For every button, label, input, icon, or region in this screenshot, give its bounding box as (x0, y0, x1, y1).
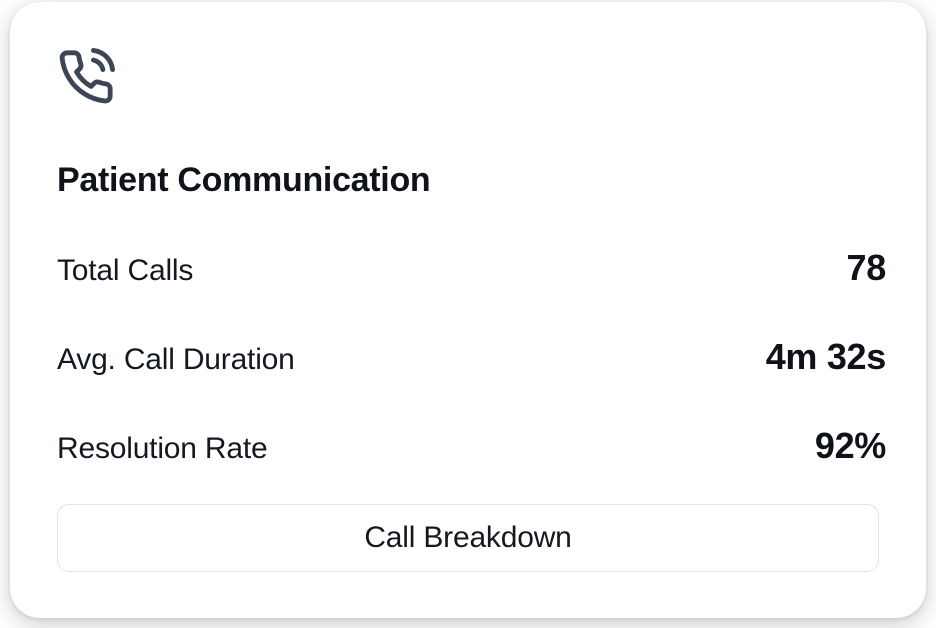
patient-communication-card: Patient Communication Total Calls 78 Avg… (10, 2, 926, 618)
stat-value: 92% (814, 425, 886, 466)
stat-row-total-calls: Total Calls 78 (57, 247, 886, 292)
stat-row-avg-call-duration: Avg. Call Duration 4m 32s (57, 336, 886, 381)
stat-label: Resolution Rate (57, 432, 268, 465)
stat-label: Total Calls (57, 254, 194, 287)
stat-label: Avg. Call Duration (57, 343, 295, 376)
stat-value: 78 (846, 247, 887, 288)
phone-call-icon (57, 48, 115, 106)
stat-value: 4m 32s (765, 336, 887, 377)
stat-row-resolution-rate: Resolution Rate 92% (57, 425, 886, 470)
stats-list: Total Calls 78 Avg. Call Duration 4m 32s… (57, 247, 886, 470)
page-title: Patient Communication (57, 161, 431, 199)
call-breakdown-button[interactable]: Call Breakdown (57, 504, 879, 572)
